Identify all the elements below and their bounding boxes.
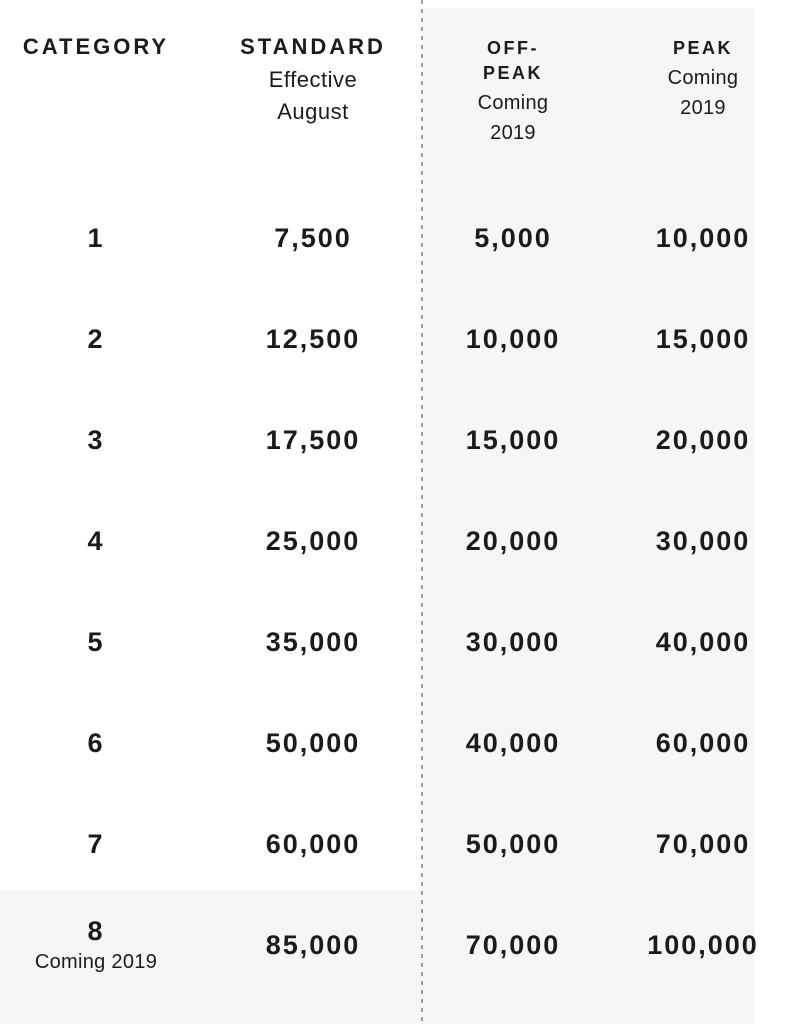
dashed-divider <box>421 0 423 1024</box>
off-peak-header-subtitle: Coming 2019 <box>477 92 549 144</box>
cell-standard-5: 35,000 <box>265 626 361 657</box>
cell-peak-8: 100,000 <box>647 929 759 960</box>
cell-off-peak-2: 10,000 <box>465 323 561 354</box>
cell-off-peak-8: 70,000 <box>465 929 561 960</box>
cell-peak-6: 60,000 <box>655 727 751 758</box>
peak-header-subtitle: Coming 2019 <box>667 67 739 119</box>
cell-standard-2: 12,500 <box>265 323 361 354</box>
category-header: CATEGORY <box>0 0 192 187</box>
column-peak: PEAK Coming 2019 10,000 15,000 20,000 30… <box>603 0 791 995</box>
standard-header-subtitle: Effective August <box>268 67 358 124</box>
column-standard: STANDARD Effective August 7,500 12,500 1… <box>193 0 433 995</box>
off-peak-header: OFF- PEAK Coming 2019 <box>433 0 593 187</box>
offpeak-peak-shaded-panel <box>423 8 754 1024</box>
cell-category-6: 6 <box>87 727 105 758</box>
cell-category-7: 7 <box>87 828 105 859</box>
standard-header: STANDARD Effective August <box>193 0 433 187</box>
category-header-title: CATEGORY <box>22 34 170 59</box>
cell-peak-1: 10,000 <box>655 222 751 253</box>
column-off-peak: OFF- PEAK Coming 2019 5,000 10,000 15,00… <box>433 0 593 995</box>
cell-standard-3: 17,500 <box>265 424 361 455</box>
cell-standard-4: 25,000 <box>265 525 361 556</box>
cell-category-3: 3 <box>87 424 105 455</box>
category-8-note: Coming 2019 <box>34 950 158 973</box>
cell-category-4: 4 <box>87 525 105 556</box>
cell-standard-8: 85,000 <box>265 929 361 960</box>
cell-peak-4: 30,000 <box>655 525 751 556</box>
cell-off-peak-7: 50,000 <box>465 828 561 859</box>
peak-header: PEAK Coming 2019 <box>603 0 791 187</box>
cell-peak-3: 20,000 <box>655 424 751 455</box>
cell-off-peak-4: 20,000 <box>465 525 561 556</box>
standard-header-title: STANDARD <box>240 34 386 59</box>
peak-header-title: PEAK <box>672 38 733 58</box>
cell-off-peak-6: 40,000 <box>465 727 561 758</box>
cell-category-1: 1 <box>87 222 105 253</box>
cell-peak-2: 15,000 <box>655 323 751 354</box>
cell-peak-5: 40,000 <box>655 626 751 657</box>
cell-standard-7: 60,000 <box>265 828 361 859</box>
cell-off-peak-5: 30,000 <box>465 626 561 657</box>
cell-standard-1: 7,500 <box>274 222 352 253</box>
off-peak-header-title: OFF- PEAK <box>482 38 543 83</box>
cell-category-8: 8 Coming 2019 <box>34 915 158 973</box>
cell-category-5: 5 <box>87 626 105 657</box>
column-category: CATEGORY 1 2 3 4 5 6 7 8 Coming 2019 <box>0 0 192 995</box>
cell-standard-6: 50,000 <box>265 727 361 758</box>
cell-off-peak-3: 15,000 <box>465 424 561 455</box>
cell-category-2: 2 <box>87 323 105 354</box>
cell-peak-7: 70,000 <box>655 828 751 859</box>
category-8-highlight-band <box>0 890 423 1024</box>
cell-off-peak-1: 5,000 <box>474 222 552 253</box>
